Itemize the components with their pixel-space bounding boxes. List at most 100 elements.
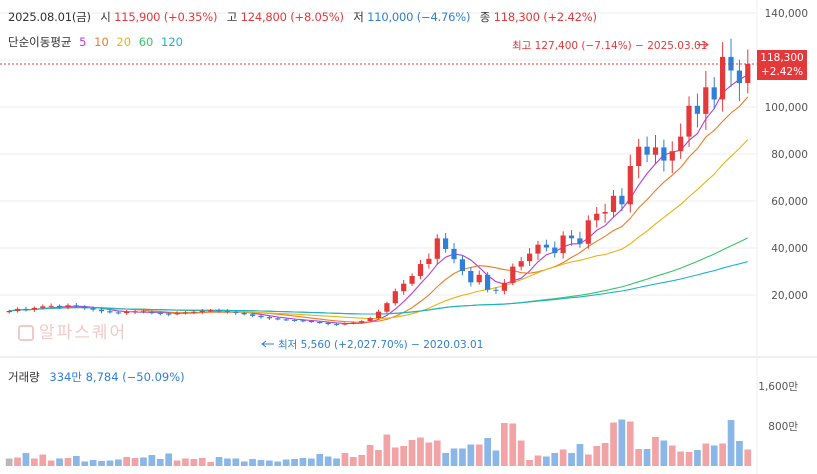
candle-body [661,147,667,161]
candle-body [720,56,726,100]
volume-bar [215,457,223,466]
candle-body [527,253,533,262]
candle-body [107,311,113,313]
candle-body [300,320,306,322]
volume-bar [643,449,651,466]
high-label: 고 [226,10,238,24]
volume-bar [400,446,407,466]
volume-bar [64,458,72,466]
volume-bar [123,457,130,466]
volume-bar [517,440,525,466]
ma-line-60 [9,237,749,315]
ma-10[interactable]: 10 [94,35,109,49]
candle-body [434,238,440,259]
volume-bar [350,457,357,466]
volume-bar [475,444,483,466]
volume-bar [173,460,181,466]
ma-60[interactable]: 60 [138,35,154,49]
volume-bar [232,458,240,466]
candle-body [426,258,432,264]
volume-bar [652,437,659,466]
candle-body [510,266,516,283]
volume-tick-label: 1,600만 [758,381,798,393]
volume-bar [484,438,491,466]
candle-body [40,306,46,308]
volume-bar [744,449,752,466]
candle-body [703,87,709,114]
volume-bar [601,443,609,466]
candle-body [208,310,214,312]
candle-body [543,244,549,248]
volume-bar [240,461,248,466]
volume-bar [73,456,80,466]
volume-bar [576,444,584,466]
candle-body [149,312,155,314]
candle-body [292,319,298,321]
candle-body [166,313,172,315]
grid-lines [0,12,757,296]
candle-body [594,213,600,221]
volume-bar [341,453,349,466]
candle-body [65,305,71,307]
candle-body [48,305,54,307]
candle-body [140,311,147,313]
candle-body [31,307,37,310]
ma-20[interactable]: 20 [116,35,132,49]
lowest-arrow [261,340,274,348]
candle-body [619,195,625,205]
candle-body [98,309,105,312]
ma-5[interactable]: 5 [79,35,87,49]
ma-line-5 [9,74,749,325]
volume-bar [727,420,735,466]
ma-legend[interactable]: 단순이동평균 5 10 20 60 120 [8,34,187,50]
candle-body [560,235,566,254]
ma-line-20 [9,139,749,320]
volume-bar [115,459,122,466]
volume-bar [433,440,441,466]
volume-bar [442,453,449,466]
candle-body [258,315,264,318]
volume-axis: 800만 1,600만 [758,381,798,433]
volume-title: 거래량 [8,370,40,384]
volume-bar [291,459,298,466]
candle-body [669,151,675,161]
candle-body [644,146,650,155]
low-label: 저 [353,10,364,24]
candle-body [325,322,331,325]
volume-bar [467,444,475,466]
low-value: 110,000 (−4.76%) [367,10,471,24]
volume-bar [257,460,265,466]
volume-bar [425,442,433,466]
candle-body [493,289,499,291]
candle-body [392,291,398,304]
price-axis: 20,000 40,000 60,000 80,000 100,000 140,000 [765,8,808,302]
candle-body [199,311,205,312]
candle-body [6,311,12,313]
volume-bar [534,455,542,466]
candle-body [694,105,700,114]
volume-bar [526,460,533,466]
volume-tick-label: 800만 [768,421,798,433]
close-value: 118,300 (+2.42%) [493,10,597,24]
candle-body [23,308,29,310]
volume-bar [509,423,517,466]
volume-bar [694,450,701,466]
highest-arrow [697,41,709,49]
candle-body [266,317,272,319]
volume-legend: 거래량 334만 8,784 (−50.09%) [8,369,185,385]
candle-body [518,261,524,267]
volume-bar [559,449,567,466]
candle-body [375,311,382,318]
candle-body [745,64,751,83]
price-tick-label: 140,000 [765,8,808,20]
ma-120[interactable]: 120 [161,35,183,49]
candle-body [443,238,449,249]
close-label: 종 [479,10,491,24]
candle-body [627,166,633,205]
candle-body [602,212,608,214]
volume-bars [5,419,752,466]
open-value: 115,900 (+0.35%) [114,10,218,24]
high-value: 124,800 (+8.05%) [240,10,344,24]
volume-bar [14,457,21,466]
